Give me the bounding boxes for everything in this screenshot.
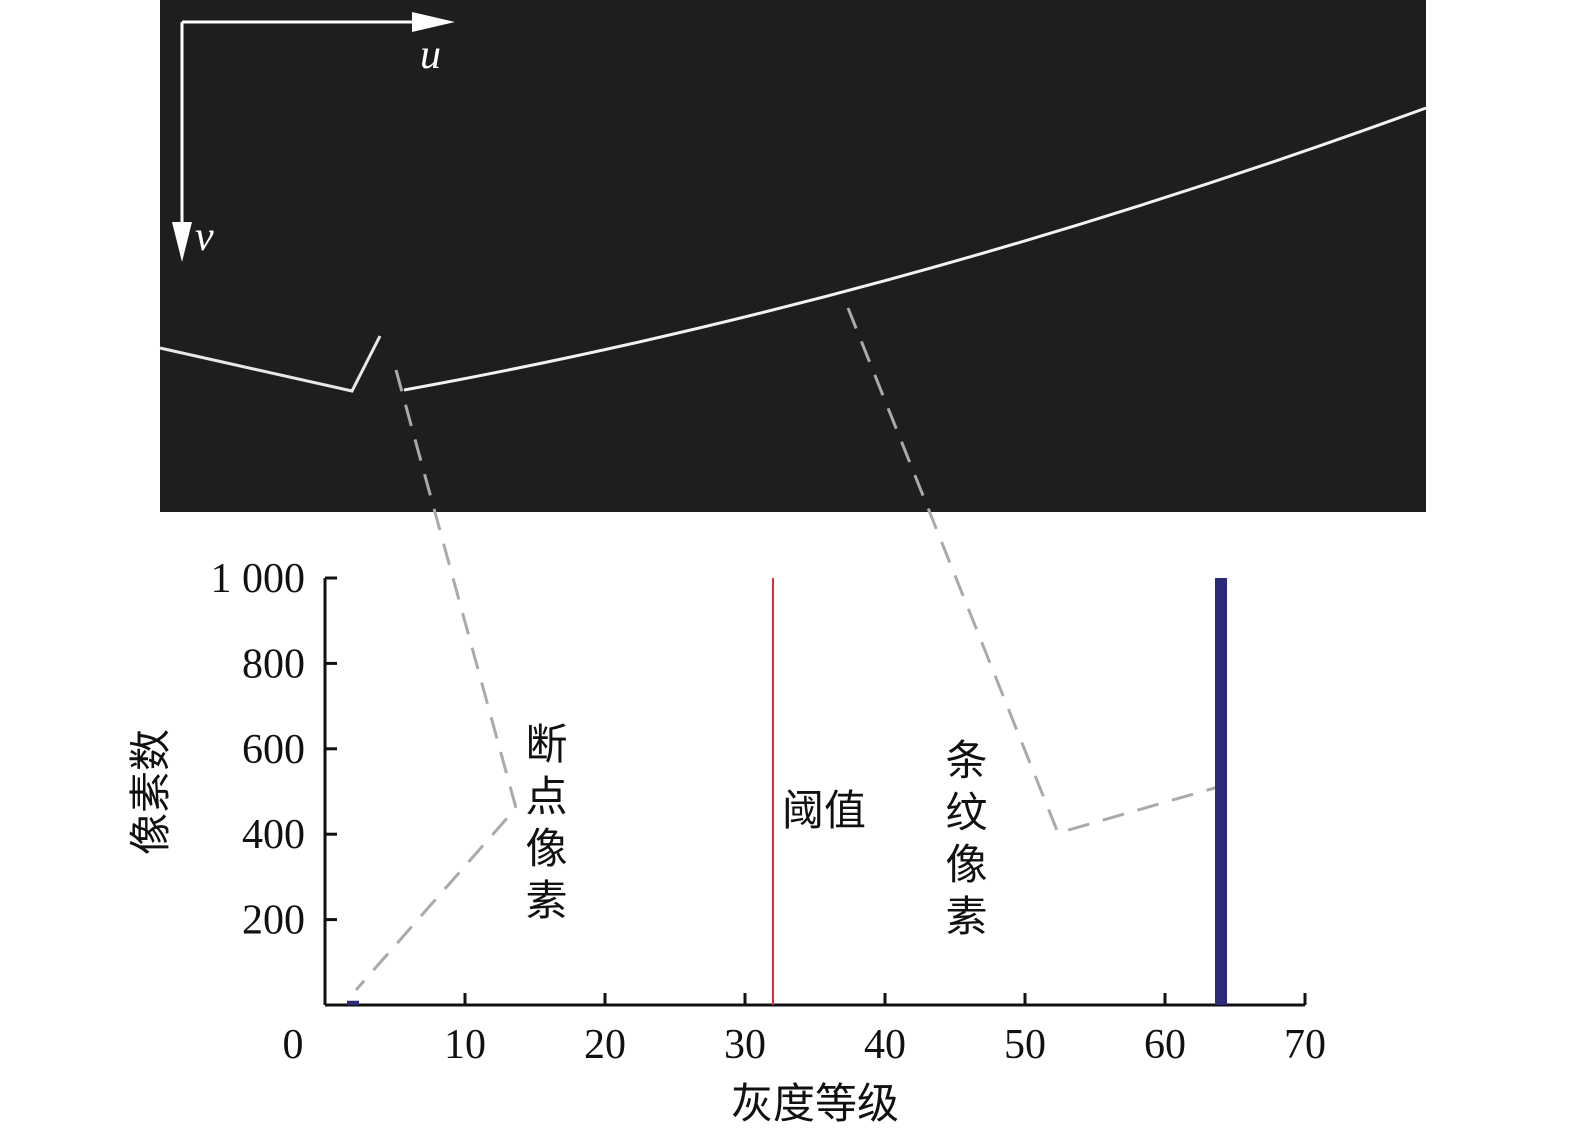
u-arrow <box>412 12 455 32</box>
y-tick-label: 600 <box>242 727 305 773</box>
u-label: u <box>420 32 441 78</box>
x-tick-label: 10 <box>444 1022 486 1068</box>
threshold-label: 阈值 <box>782 789 866 835</box>
x-tick-label: 70 <box>1284 1022 1326 1068</box>
x-axis-label: 灰度等级 <box>731 1082 899 1128</box>
v-label: v <box>195 214 214 260</box>
x-tick-label: 30 <box>724 1022 766 1068</box>
x-tick-label: 60 <box>1144 1022 1186 1068</box>
y-axis-label: 像素数 <box>129 729 175 855</box>
x-tick-label: 20 <box>584 1022 626 1068</box>
y-tick-label: 400 <box>242 812 305 858</box>
fringe-segment <box>159 335 382 393</box>
fringe-curve <box>403 106 1427 392</box>
leader-lines <box>354 307 1219 991</box>
bar <box>1215 578 1227 1005</box>
x-tick-label: 40 <box>864 1022 906 1068</box>
fringe-label: 条纹像素 <box>939 738 986 946</box>
break-label: 断点像素 <box>519 722 566 930</box>
x-tick-label: 0 <box>283 1022 304 1068</box>
y-tick-label: 1 000 <box>211 556 306 602</box>
fringe-image <box>160 0 1426 512</box>
y-tick-label: 200 <box>242 898 305 944</box>
y-tick-label: 800 <box>242 641 305 687</box>
bar <box>347 1000 359 1005</box>
v-arrow <box>172 222 192 262</box>
x-tick-label: 50 <box>1004 1022 1046 1068</box>
